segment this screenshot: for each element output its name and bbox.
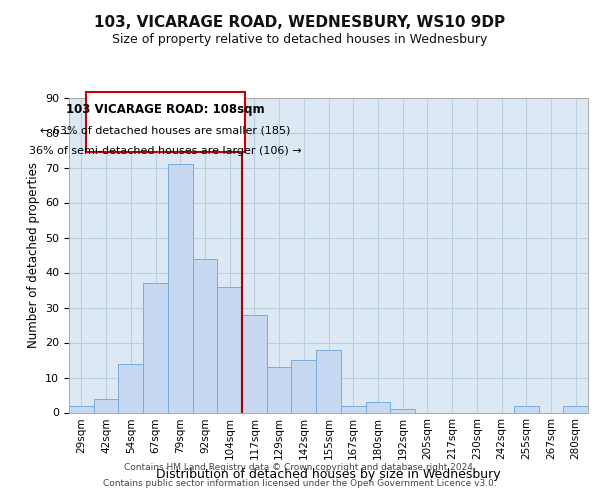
Bar xyxy=(341,406,365,412)
Bar xyxy=(242,314,267,412)
Bar xyxy=(193,258,217,412)
Bar xyxy=(94,398,118,412)
Bar xyxy=(292,360,316,412)
Bar xyxy=(316,350,341,412)
Bar xyxy=(143,283,168,412)
Bar xyxy=(69,406,94,412)
Bar xyxy=(514,406,539,412)
Bar xyxy=(365,402,390,412)
Text: ← 63% of detached houses are smaller (185): ← 63% of detached houses are smaller (18… xyxy=(40,126,290,136)
Bar xyxy=(217,286,242,412)
Bar xyxy=(563,406,588,412)
FancyBboxPatch shape xyxy=(86,92,245,152)
Text: Size of property relative to detached houses in Wednesbury: Size of property relative to detached ho… xyxy=(112,32,488,46)
Bar xyxy=(168,164,193,412)
Bar xyxy=(118,364,143,412)
Bar xyxy=(267,367,292,412)
Bar xyxy=(390,409,415,412)
Text: 103, VICARAGE ROAD, WEDNESBURY, WS10 9DP: 103, VICARAGE ROAD, WEDNESBURY, WS10 9DP xyxy=(94,15,506,30)
Text: 103 VICARAGE ROAD: 108sqm: 103 VICARAGE ROAD: 108sqm xyxy=(66,104,265,117)
X-axis label: Distribution of detached houses by size in Wednesbury: Distribution of detached houses by size … xyxy=(156,468,501,481)
Y-axis label: Number of detached properties: Number of detached properties xyxy=(26,162,40,348)
Text: Contains public sector information licensed under the Open Government Licence v3: Contains public sector information licen… xyxy=(103,478,497,488)
Text: Contains HM Land Registry data © Crown copyright and database right 2024.: Contains HM Land Registry data © Crown c… xyxy=(124,464,476,472)
Text: 36% of semi-detached houses are larger (106) →: 36% of semi-detached houses are larger (… xyxy=(29,146,302,156)
